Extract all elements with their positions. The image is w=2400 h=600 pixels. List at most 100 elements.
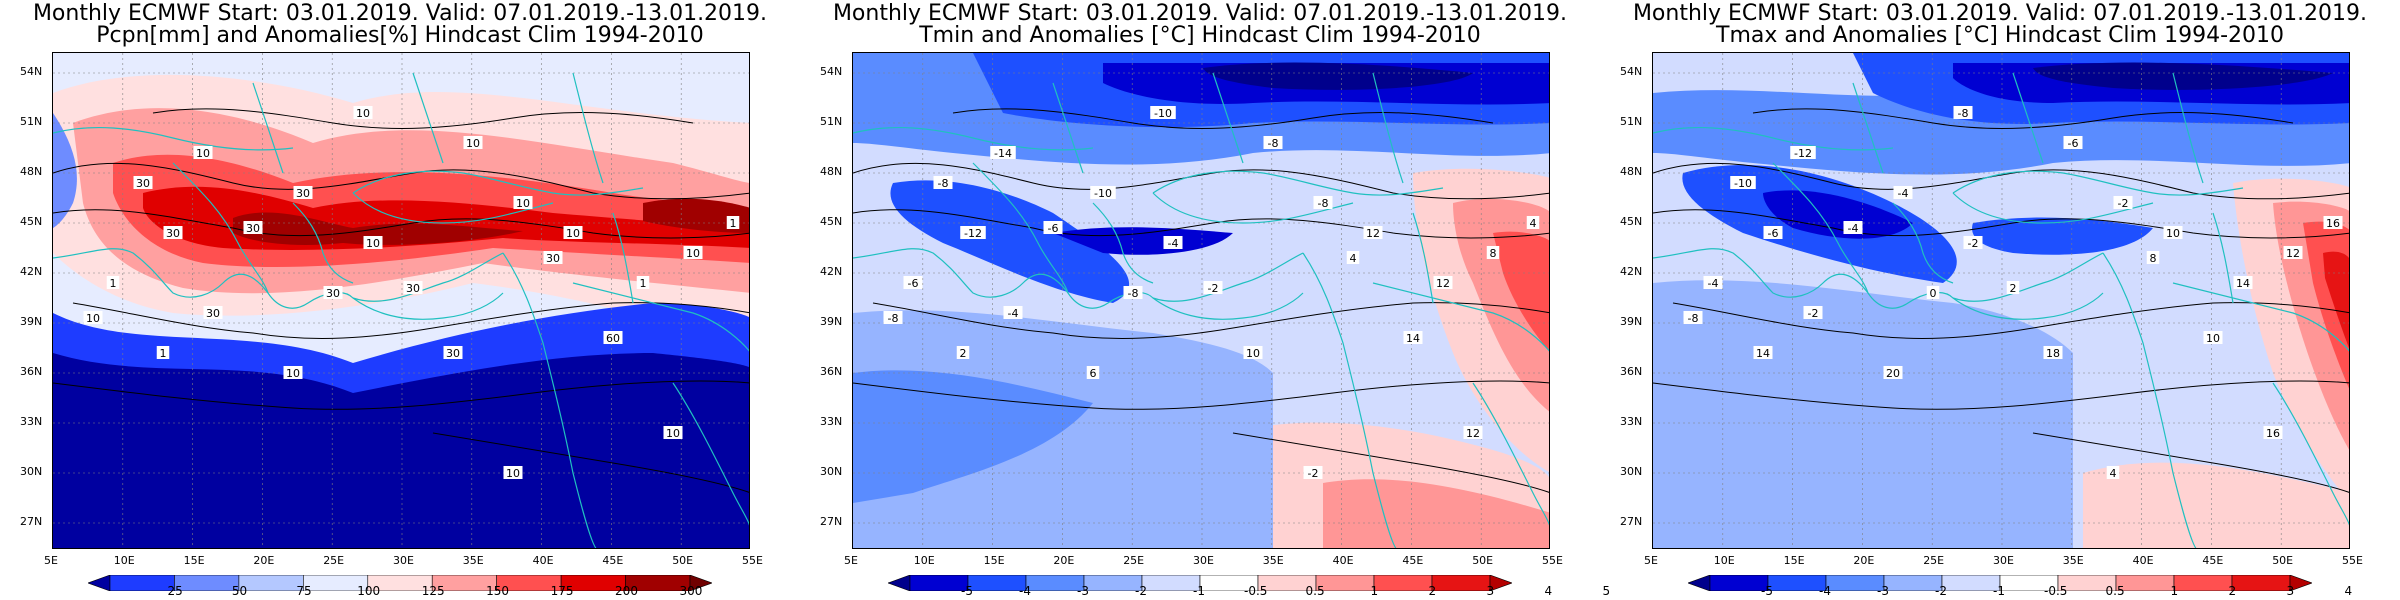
coastline: [572, 282, 749, 352]
longitude-label: 25E: [1923, 554, 1945, 567]
colorbar-label: -5: [1761, 584, 1773, 598]
contour-label: 18: [2043, 346, 2063, 360]
contour-label: -4: [1893, 186, 1913, 200]
svg-text:-2: -2: [1308, 467, 1319, 480]
colorbar-label: 125: [421, 584, 445, 598]
contour-label: -4: [1843, 221, 1863, 235]
contour-label: -8: [1313, 196, 1333, 210]
field-region: [1763, 190, 1913, 239]
contour-label: 30: [403, 281, 423, 295]
colorbar-swatch: [2173, 575, 2233, 591]
panel-title: Monthly ECMWF Start: 03.01.2019. Valid: …: [32, 1, 768, 26]
coastline: [53, 126, 294, 151]
colorbar-swatch: [1489, 575, 1512, 591]
contour-label: 10: [353, 106, 373, 120]
colorbar-swatch: [1767, 575, 1827, 591]
longitude-label: 25E: [1123, 554, 1145, 567]
svg-text:1: 1: [730, 217, 737, 230]
colorbar-swatch: [2115, 575, 2175, 591]
longitude-label: 10E: [1713, 554, 1735, 567]
svg-text:12: 12: [2286, 247, 2300, 260]
svg-text:-10: -10: [1154, 107, 1172, 120]
coastline: [1772, 162, 1869, 294]
latitude-label: 27N: [1620, 515, 1643, 528]
colorbar-label: -2: [1135, 584, 1147, 598]
map-field: -12 -10 -8 -6 -4 -2 -6 -4 -2 -4 -8 -2 0 2 8 10 14 12 16 14 2…: [1653, 53, 2349, 548]
latitude-label: 42N: [1620, 265, 1643, 278]
contour-label: 10: [2163, 226, 2183, 240]
svg-text:0: 0: [1930, 287, 1937, 300]
latitude-label: 33N: [20, 415, 43, 428]
latitude-label: 54N: [20, 65, 43, 78]
svg-text:10: 10: [1246, 347, 1260, 360]
colorbar-label: -1: [1193, 584, 1205, 598]
contour-label: -12: [960, 226, 986, 240]
latitude-label: 51N: [20, 115, 43, 128]
contour-label: 10: [563, 226, 583, 240]
longitude-label: 55E: [2342, 554, 2363, 567]
field-region: [1203, 62, 1473, 90]
latitude-label: 27N: [820, 515, 843, 528]
latitude-label: 51N: [1620, 115, 1643, 128]
svg-text:-6: -6: [2068, 137, 2079, 150]
svg-text:10: 10: [2206, 332, 2220, 345]
contour-label: -2: [1203, 281, 1223, 295]
svg-text:12: 12: [1436, 277, 1450, 290]
contour-line: [1232, 432, 1549, 493]
coastline: [352, 192, 554, 224]
svg-text:-12: -12: [1794, 147, 1812, 160]
coastline: [972, 162, 1069, 294]
contour-label: 10: [513, 196, 533, 210]
contour-label: -2: [1963, 236, 1983, 250]
contour-line: [1653, 209, 2349, 239]
svg-text:14: 14: [1756, 347, 1770, 360]
contour-label: 12: [1433, 276, 1453, 290]
longitude-label: 50E: [1472, 554, 1494, 567]
map-field: 10 30 10 10 30 10 30 30 10 1 10 30 30 30 30 10 1 10 1 1 10 30…: [53, 53, 749, 548]
svg-text:-14: -14: [994, 147, 1012, 160]
coastline: [853, 248, 1304, 309]
contour-label: 30: [293, 186, 313, 200]
contour-line: [432, 432, 749, 493]
longitude-label: 20E: [253, 554, 275, 567]
svg-text:30: 30: [446, 347, 460, 360]
colorbar-label: -4: [1019, 584, 1031, 598]
svg-text:-8: -8: [1268, 137, 1279, 150]
panel-subtitle: Pcpn[mm] and Anomalies[%] Hindcast Clim …: [96, 23, 704, 48]
colorbar-swatch: [1431, 575, 1491, 591]
coastline: [502, 252, 597, 548]
coastline: [2102, 252, 2197, 548]
coastline: [612, 212, 634, 304]
longitude-label: 25E: [323, 554, 345, 567]
coastline: [352, 292, 504, 320]
colorbar-label: 2: [2228, 584, 2237, 598]
longitude-label: 35E: [462, 554, 484, 567]
latitude-label: 27N: [20, 515, 43, 528]
field-region: [1053, 227, 1233, 255]
map-field: -14 -8 -10 -8 -10 -8 -12 -6 -4 -6 -8 -4 -8 -2 4 12 12 8 4 2…: [853, 53, 1549, 548]
svg-text:30: 30: [326, 287, 340, 300]
colorbar-label: 4: [2344, 584, 2353, 598]
contour-label: 16: [2323, 216, 2343, 230]
longitude-label: 5E: [1644, 554, 1658, 567]
svg-text:-2: -2: [1968, 237, 1979, 250]
colorbar-swatch: [1315, 575, 1375, 591]
coastline: [1852, 82, 1884, 174]
contour-line: [1653, 380, 2349, 410]
colorbar-label: 5: [1602, 584, 1611, 598]
svg-text:4: 4: [2110, 467, 2117, 480]
coastline: [252, 82, 284, 174]
latitude-label: 54N: [820, 65, 843, 78]
longitude-label: 35E: [2062, 554, 2084, 567]
longitude-label: 20E: [1853, 554, 1875, 567]
contour-label: 10: [1243, 346, 1263, 360]
contour-label: 12: [2283, 246, 2303, 260]
svg-text:12: 12: [1466, 427, 1480, 440]
colorbar-label: 300: [679, 584, 703, 598]
contour-line: [853, 162, 1549, 200]
colorbar-swatch: [1883, 575, 1943, 591]
svg-text:30: 30: [246, 222, 260, 235]
svg-text:30: 30: [206, 307, 220, 320]
contour-label: 10: [193, 146, 213, 160]
contour-label: -2: [1303, 466, 1323, 480]
